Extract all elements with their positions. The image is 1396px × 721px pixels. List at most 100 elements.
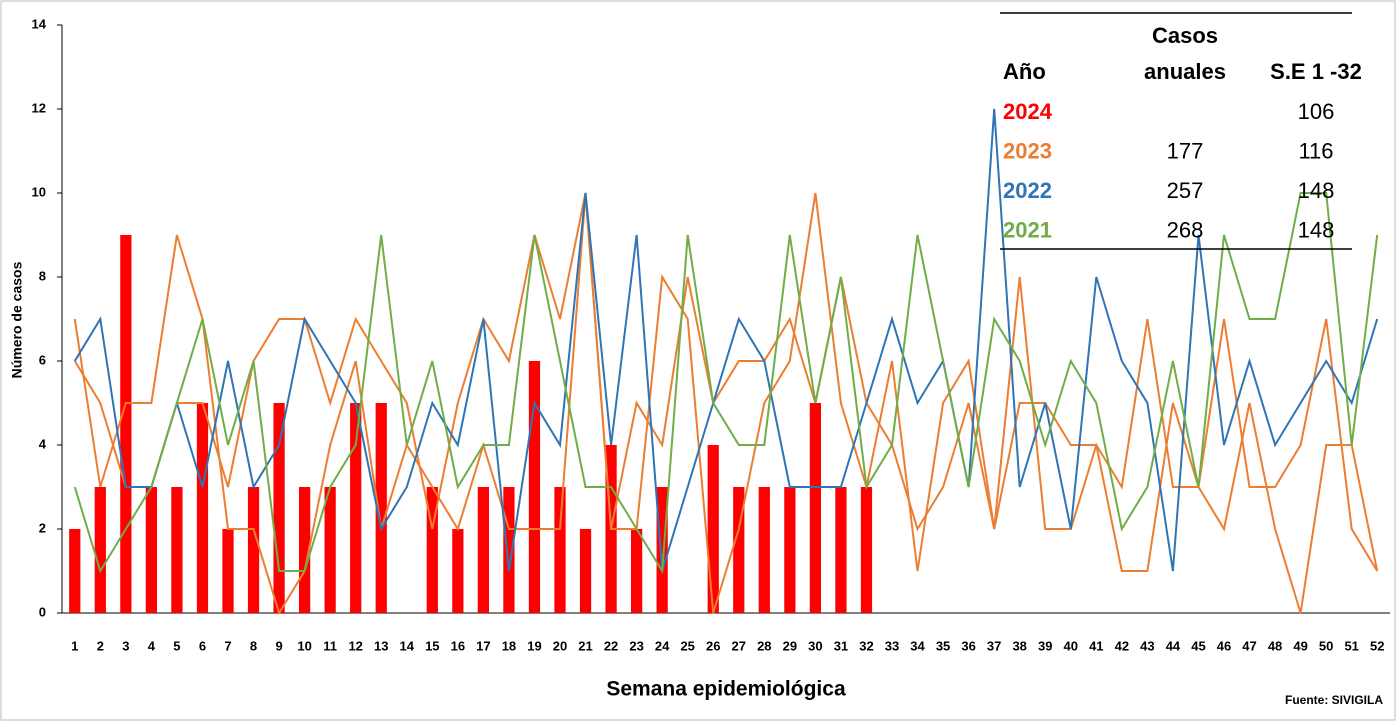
x-tick-label: 41	[1089, 638, 1103, 653]
table-year: 2024	[1003, 99, 1053, 124]
bar	[120, 235, 132, 613]
x-tick-label: 51	[1344, 638, 1358, 653]
bar	[733, 487, 745, 613]
x-tick-label: 11	[323, 638, 337, 653]
bar	[273, 403, 285, 613]
bar	[630, 529, 643, 613]
x-tick-label: 13	[374, 638, 388, 653]
x-tick-label: 23	[629, 638, 643, 653]
bar	[656, 487, 668, 613]
x-tick-label: 24	[655, 638, 670, 653]
x-tick-label: 49	[1293, 638, 1307, 653]
table-header: anuales	[1144, 59, 1226, 84]
x-tick-label: 2	[97, 638, 104, 653]
y-tick-label: 12	[32, 100, 46, 115]
line-series	[73, 108, 1379, 572]
y-tick-label: 8	[39, 268, 46, 283]
bar	[707, 445, 719, 613]
y-tick-label: 4	[39, 436, 47, 451]
x-tick-label: 16	[451, 638, 465, 653]
table-se: 116	[1298, 138, 1333, 163]
y-tick-label: 10	[32, 184, 46, 199]
x-tick-label: 18	[502, 638, 516, 653]
x-tick-label: 32	[859, 638, 873, 653]
x-tick-label: 43	[1140, 638, 1154, 653]
x-tick-label: 22	[604, 638, 618, 653]
table-annual: 177	[1167, 138, 1204, 163]
y-tick-label: 6	[39, 352, 46, 367]
bar	[758, 487, 770, 613]
bar	[784, 487, 796, 613]
x-tick-label: 15	[425, 638, 439, 653]
x-tick-label: 14	[400, 638, 415, 653]
x-tick-label: 37	[987, 638, 1001, 653]
table-header: S.E 1 -32	[1270, 59, 1362, 84]
x-tick-label: 42	[1115, 638, 1129, 653]
x-tick-label: 52	[1370, 638, 1384, 653]
x-tick-label: 39	[1038, 638, 1052, 653]
bar	[554, 487, 566, 613]
table-header: Casos	[1152, 23, 1218, 48]
bar	[375, 403, 387, 613]
bar	[452, 529, 464, 613]
x-tick-label: 30	[808, 638, 822, 653]
x-tick-label: 34	[910, 638, 925, 653]
bar	[528, 361, 541, 613]
table-header: Año	[1003, 59, 1046, 84]
table-annual: 268	[1167, 217, 1204, 242]
x-tick-label: 26	[706, 638, 720, 653]
table-year: 2021	[1003, 217, 1052, 242]
bar	[94, 487, 106, 613]
x-tick-label: 46	[1217, 638, 1231, 653]
bar	[247, 487, 260, 613]
x-tick-label: 36	[961, 638, 975, 653]
bar	[350, 403, 362, 613]
bar	[835, 487, 847, 613]
bar	[298, 487, 311, 613]
y-tick-label: 2	[39, 520, 46, 535]
x-tick-label: 7	[224, 638, 231, 653]
bar	[171, 487, 183, 613]
x-tick-label: 17	[476, 638, 490, 653]
table-annual: 257	[1167, 178, 1204, 203]
x-tick-label: 8	[250, 638, 257, 653]
bar	[196, 403, 209, 613]
source: Fuente: SIVIGILA	[1285, 693, 1383, 707]
x-tick-label: 19	[527, 638, 541, 653]
x-axis-title: Semana epidemiológica	[606, 678, 846, 701]
x-tick-label: 28	[757, 638, 771, 653]
x-tick-label: 29	[783, 638, 797, 653]
bar	[809, 403, 822, 613]
table-se: 148	[1298, 217, 1335, 242]
x-tick-label: 9	[275, 638, 282, 653]
line-series	[73, 192, 1379, 616]
x-tick-label: 27	[732, 638, 746, 653]
bar	[426, 487, 438, 613]
bar	[579, 529, 592, 613]
x-tick-label: 45	[1191, 638, 1205, 653]
x-tick-label: 40	[1064, 638, 1078, 653]
x-tick-label: 12	[348, 638, 362, 653]
bar	[477, 487, 490, 613]
x-tick-label: 31	[834, 638, 848, 653]
x-tick-label: 25	[680, 638, 694, 653]
x-tick-label: 50	[1319, 638, 1333, 653]
x-tick-label: 1	[71, 638, 78, 653]
x-tick-label: 3	[122, 638, 129, 653]
y-tick-label: 14	[32, 16, 47, 31]
bar	[860, 487, 873, 613]
y-tick-label: 0	[39, 604, 46, 619]
x-tick-label: 20	[553, 638, 567, 653]
x-tick-label: 33	[885, 638, 899, 653]
x-tick-label: 44	[1166, 638, 1181, 653]
x-tick-label: 4	[148, 638, 156, 653]
x-tick-label: 48	[1268, 638, 1282, 653]
x-tick-label: 38	[1012, 638, 1026, 653]
x-tick-label: 10	[297, 638, 311, 653]
x-tick-label: 6	[199, 638, 206, 653]
bar	[222, 529, 234, 613]
bar	[69, 529, 81, 613]
x-tick-label: 35	[936, 638, 950, 653]
x-tick-label: 47	[1242, 638, 1256, 653]
